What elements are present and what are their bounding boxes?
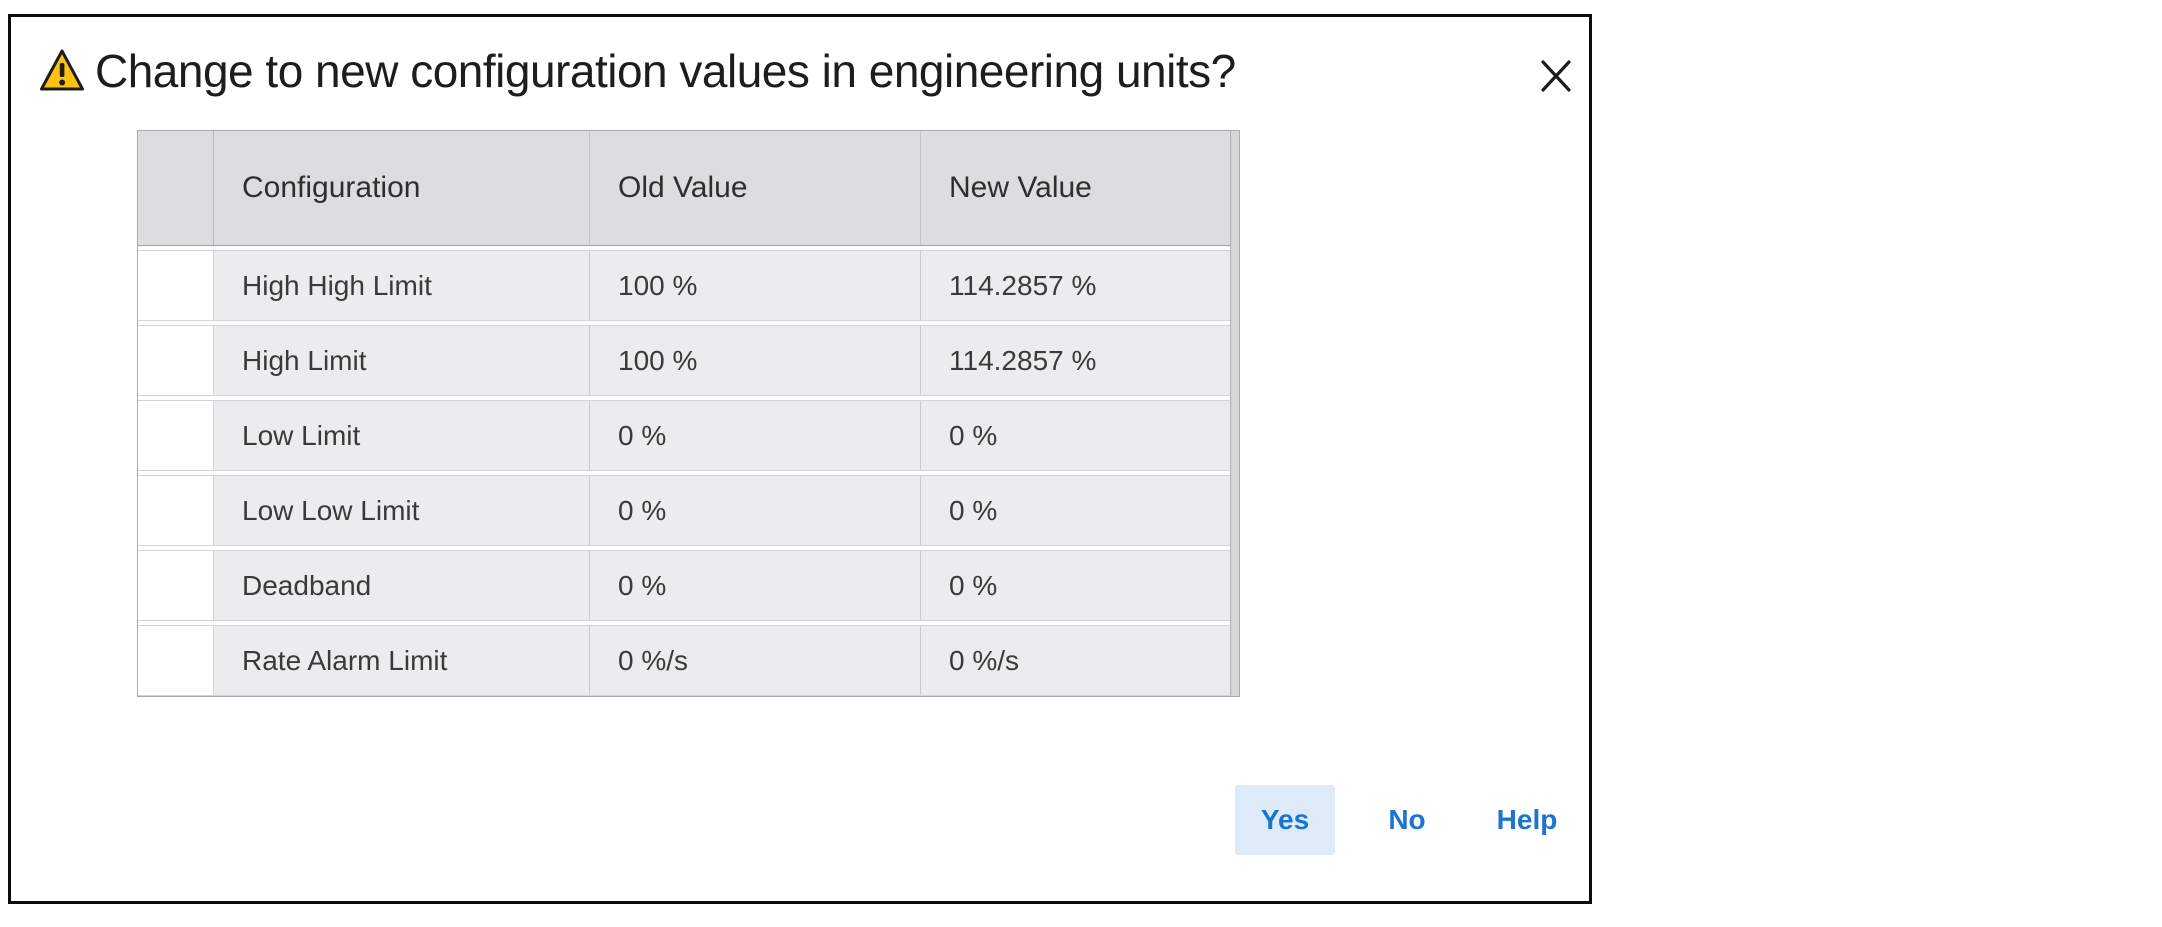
row-selector-cell[interactable] — [138, 401, 214, 470]
header-selector-cell — [138, 131, 214, 245]
new-value-cell: 0 % — [921, 401, 1230, 470]
new-value-cell: 0 % — [921, 551, 1230, 620]
row-selector-cell[interactable] — [138, 326, 214, 395]
row-selector-cell[interactable] — [138, 476, 214, 545]
config-cell: Low Low Limit — [214, 476, 590, 545]
old-value-cell: 100 % — [590, 326, 921, 395]
config-cell: Rate Alarm Limit — [214, 626, 590, 695]
old-value-cell: 100 % — [590, 251, 921, 320]
config-cell: High Limit — [214, 326, 590, 395]
table-row[interactable]: Low Low Limit 0 % 0 % — [138, 475, 1230, 546]
help-button[interactable]: Help — [1479, 785, 1575, 855]
config-table: Configuration Old Value New Value High H… — [137, 130, 1240, 697]
header-old-value: Old Value — [590, 131, 921, 245]
row-selector-cell[interactable] — [138, 251, 214, 320]
dialog-button-bar: Yes No Help — [1235, 785, 1575, 855]
row-selector-cell[interactable] — [138, 551, 214, 620]
table-row[interactable]: High Limit 100 % 114.2857 % — [138, 325, 1230, 396]
table-row[interactable]: Rate Alarm Limit 0 %/s 0 %/s — [138, 625, 1230, 696]
dialog-title: Change to new configuration values in en… — [95, 45, 1236, 97]
table-header-row: Configuration Old Value New Value — [138, 131, 1230, 246]
close-button[interactable] — [1535, 55, 1577, 97]
new-value-cell: 0 % — [921, 476, 1230, 545]
warning-icon — [39, 48, 85, 94]
config-cell: High High Limit — [214, 251, 590, 320]
header-configuration: Configuration — [214, 131, 590, 245]
old-value-cell: 0 % — [590, 476, 921, 545]
header-new-value: New Value — [949, 171, 1092, 204]
table-scrollbar[interactable] — [1230, 131, 1239, 696]
row-selector-cell[interactable] — [138, 626, 214, 695]
old-value-cell: 0 % — [590, 551, 921, 620]
config-cell: Low Limit — [214, 401, 590, 470]
close-icon — [1541, 60, 1571, 92]
old-value-cell: 0 % — [590, 401, 921, 470]
table-row[interactable]: High High Limit 100 % 114.2857 % — [138, 250, 1230, 321]
new-value-cell: 114.2857 % — [921, 251, 1230, 320]
table-row[interactable]: Deadband 0 % 0 % — [138, 550, 1230, 621]
confirmation-dialog: Change to new configuration values in en… — [8, 14, 1592, 904]
old-value-cell: 0 %/s — [590, 626, 921, 695]
dialog-header: Change to new configuration values in en… — [39, 41, 1236, 101]
table-row[interactable]: Low Limit 0 % 0 % — [138, 400, 1230, 471]
new-value-cell: 0 %/s — [921, 626, 1230, 695]
config-cell: Deadband — [214, 551, 590, 620]
new-value-cell: 114.2857 % — [921, 326, 1230, 395]
no-button[interactable]: No — [1367, 785, 1447, 855]
yes-button[interactable]: Yes — [1235, 785, 1335, 855]
